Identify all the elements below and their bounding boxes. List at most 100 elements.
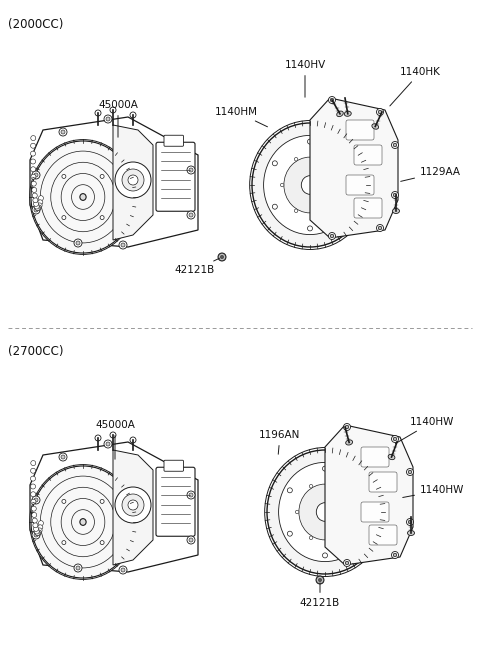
Ellipse shape (30, 464, 136, 579)
Ellipse shape (328, 96, 336, 104)
Circle shape (36, 531, 41, 536)
Circle shape (59, 128, 67, 136)
Circle shape (106, 117, 110, 121)
Ellipse shape (62, 499, 66, 503)
Circle shape (128, 175, 138, 185)
Circle shape (31, 167, 36, 172)
Ellipse shape (392, 142, 398, 148)
Ellipse shape (345, 425, 349, 429)
Ellipse shape (337, 111, 343, 117)
Ellipse shape (336, 183, 339, 187)
Ellipse shape (62, 541, 66, 544)
Text: 42121B: 42121B (175, 258, 219, 275)
Text: 1129AA: 1129AA (401, 167, 461, 181)
Circle shape (31, 151, 36, 156)
Circle shape (74, 564, 82, 572)
Circle shape (122, 169, 144, 191)
Ellipse shape (351, 510, 355, 514)
Circle shape (61, 455, 65, 459)
Ellipse shape (252, 123, 368, 247)
Circle shape (104, 440, 112, 448)
Polygon shape (30, 117, 198, 247)
Circle shape (130, 112, 136, 118)
Ellipse shape (308, 139, 312, 144)
Ellipse shape (264, 447, 385, 577)
Text: 1140HW: 1140HW (396, 417, 455, 443)
Circle shape (121, 243, 125, 247)
Circle shape (34, 498, 38, 502)
Circle shape (119, 566, 127, 574)
FancyBboxPatch shape (354, 145, 382, 165)
Ellipse shape (407, 468, 413, 476)
Circle shape (32, 518, 37, 523)
Circle shape (37, 203, 42, 208)
Circle shape (36, 206, 41, 211)
Ellipse shape (267, 450, 383, 574)
Ellipse shape (278, 462, 372, 562)
Ellipse shape (31, 141, 135, 253)
Circle shape (32, 193, 37, 198)
Ellipse shape (337, 536, 341, 539)
Circle shape (31, 468, 36, 473)
Polygon shape (113, 125, 153, 240)
Ellipse shape (62, 174, 66, 178)
FancyBboxPatch shape (361, 502, 389, 522)
Ellipse shape (280, 183, 284, 187)
Circle shape (130, 437, 136, 443)
Circle shape (189, 213, 193, 217)
FancyBboxPatch shape (164, 135, 183, 146)
Ellipse shape (316, 502, 334, 522)
Circle shape (34, 526, 38, 531)
Circle shape (32, 188, 37, 192)
Ellipse shape (392, 192, 398, 199)
Circle shape (31, 461, 36, 466)
Circle shape (104, 115, 112, 123)
Circle shape (76, 566, 80, 570)
Circle shape (34, 533, 38, 537)
Circle shape (110, 107, 116, 113)
Circle shape (31, 476, 36, 481)
Ellipse shape (322, 209, 325, 213)
Ellipse shape (407, 518, 413, 525)
Ellipse shape (393, 553, 397, 557)
Ellipse shape (393, 194, 397, 197)
Ellipse shape (344, 560, 350, 567)
Ellipse shape (323, 466, 327, 471)
Ellipse shape (322, 157, 325, 161)
Circle shape (32, 531, 40, 539)
Polygon shape (310, 98, 398, 238)
Ellipse shape (288, 531, 292, 536)
Ellipse shape (376, 224, 384, 232)
Text: (2000CC): (2000CC) (8, 18, 63, 31)
Circle shape (32, 512, 37, 518)
Text: 1196AN: 1196AN (259, 430, 300, 454)
Ellipse shape (358, 488, 363, 493)
Circle shape (31, 484, 36, 489)
Ellipse shape (408, 470, 412, 474)
Ellipse shape (378, 110, 382, 113)
Circle shape (128, 500, 138, 510)
Ellipse shape (337, 485, 341, 488)
FancyBboxPatch shape (156, 467, 195, 536)
Ellipse shape (294, 209, 298, 213)
Text: 1140HV: 1140HV (284, 60, 325, 97)
Circle shape (74, 239, 82, 247)
Circle shape (121, 568, 125, 572)
Ellipse shape (345, 562, 349, 565)
Circle shape (115, 162, 151, 198)
Circle shape (187, 536, 195, 544)
Circle shape (31, 143, 36, 148)
Circle shape (37, 528, 42, 533)
Ellipse shape (343, 204, 348, 209)
Circle shape (34, 529, 39, 534)
Circle shape (31, 174, 36, 179)
Ellipse shape (100, 541, 104, 544)
Circle shape (61, 130, 65, 134)
Text: (2700CC): (2700CC) (8, 345, 63, 358)
Circle shape (189, 493, 193, 497)
Circle shape (189, 168, 193, 172)
Circle shape (34, 173, 38, 177)
Ellipse shape (392, 436, 398, 443)
Ellipse shape (295, 510, 299, 514)
Ellipse shape (358, 531, 363, 536)
